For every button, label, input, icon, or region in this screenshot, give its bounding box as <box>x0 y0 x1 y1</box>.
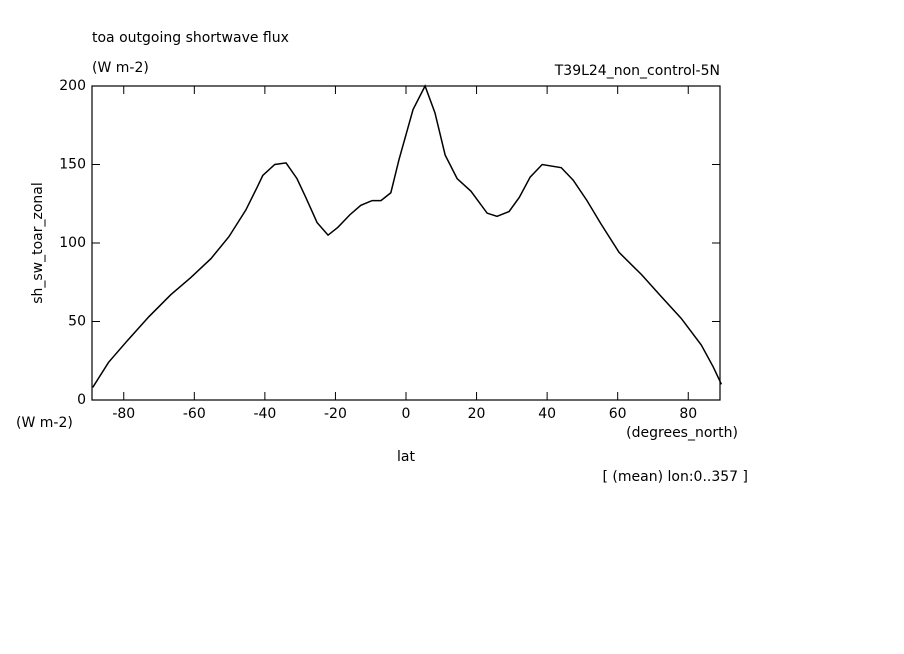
x-tick-label: 40 <box>538 406 556 422</box>
x-tick-label: -60 <box>183 406 206 422</box>
data-line <box>92 84 723 388</box>
x-tick-label: 0 <box>402 406 411 422</box>
x-axis-title: lat <box>397 449 415 465</box>
y-tick-label: 50 <box>68 314 86 330</box>
annotation: [ (mean) lon:0..357 ] <box>603 469 748 485</box>
run-label: T39L24_non_control-5N <box>554 63 720 79</box>
x-tick-label: 80 <box>679 406 697 422</box>
y-units: (W m-2) <box>16 415 73 431</box>
x-units: (degrees_north) <box>626 425 738 441</box>
x-tick-label: 20 <box>468 406 486 422</box>
chart-subtitle: (W m-2) <box>92 60 149 76</box>
x-tick-label: -20 <box>324 406 347 422</box>
x-tick-label: -80 <box>112 406 135 422</box>
y-axis-title: sh_sw_toar_zonal <box>30 182 46 304</box>
y-tick-label: 200 <box>59 78 86 94</box>
x-tick-label: 60 <box>609 406 627 422</box>
y-tick-label: 150 <box>59 157 86 173</box>
y-tick-label: 100 <box>59 235 86 251</box>
chart-title: toa outgoing shortwave flux <box>92 30 289 46</box>
x-tick-label: -40 <box>253 406 276 422</box>
y-tick-label: 0 <box>77 392 86 408</box>
